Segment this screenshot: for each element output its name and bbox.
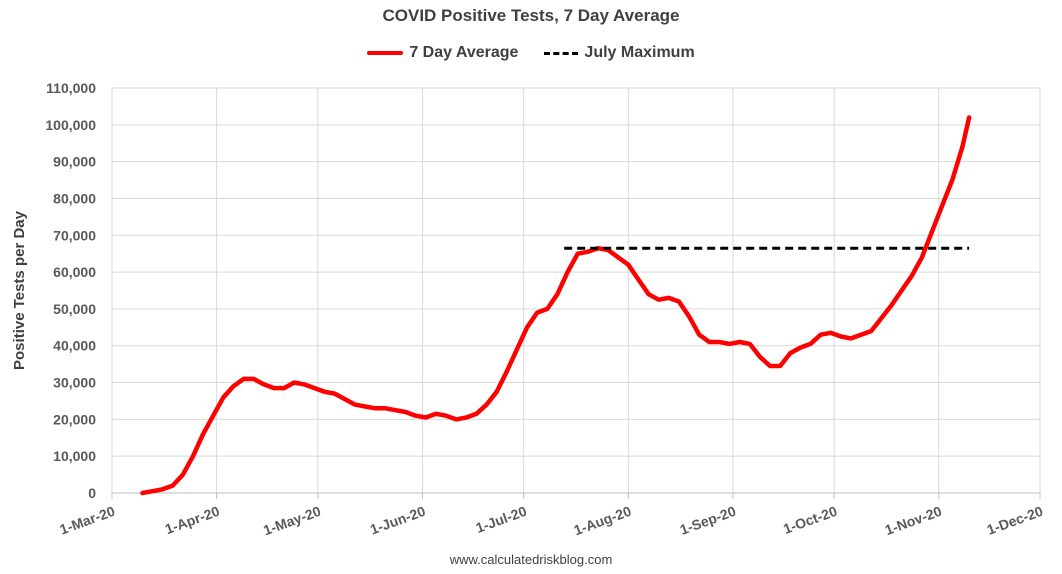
- y-tick-label: 90,000: [53, 154, 96, 170]
- legend-item-7-day-average: 7 Day Average: [367, 44, 518, 62]
- x-tick-label: 1-Mar-20: [57, 503, 117, 538]
- y-tick-label: 20,000: [53, 411, 96, 427]
- legend-swatch-solid: [367, 51, 404, 55]
- y-tick-label: 110,000: [46, 80, 96, 96]
- legend-item-july-maximum: July Maximum: [544, 44, 695, 62]
- legend-label: July Maximum: [584, 44, 695, 61]
- x-tick-label: 1-Sep-20: [678, 503, 739, 538]
- seven-day-average-line: [140, 115, 972, 496]
- y-tick-label: 30,000: [53, 375, 96, 391]
- chart-title: COVID Positive Tests, 7 Day Average: [382, 6, 680, 25]
- x-tick-label: 1-May-20: [261, 503, 323, 539]
- chart-legend: 7 Day Average July Maximum: [0, 44, 1062, 62]
- x-tick-label: 1-Aug-20: [572, 503, 634, 539]
- x-tick-label: 1-Oct-20: [781, 503, 839, 537]
- y-tick-label: 60,000: [53, 264, 96, 280]
- y-tick-label: 50,000: [53, 301, 96, 317]
- x-tick-label: 1-Jul-20: [474, 503, 529, 536]
- x-tick-label: 1-Dec-20: [985, 503, 1046, 538]
- y-axis-title: Positive Tests per Day: [11, 210, 28, 370]
- x-tick-label: 1-Apr-20: [163, 503, 222, 538]
- legend-label: 7 Day Average: [409, 44, 519, 61]
- y-tick-label: 100,000: [45, 117, 96, 133]
- source-credit: www.calculatedriskblog.com: [449, 552, 613, 567]
- x-tick-label: 1-Jun-20: [368, 503, 428, 538]
- y-tick-label: 0: [88, 485, 96, 501]
- legend-swatch-dashed: [544, 51, 579, 55]
- y-tick-label: 70,000: [53, 227, 96, 243]
- y-tick-label: 40,000: [53, 338, 96, 354]
- x-tick-label: 1-Nov-20: [883, 503, 944, 538]
- y-tick-label: 80,000: [53, 190, 96, 206]
- y-tick-label: 10,000: [53, 448, 96, 464]
